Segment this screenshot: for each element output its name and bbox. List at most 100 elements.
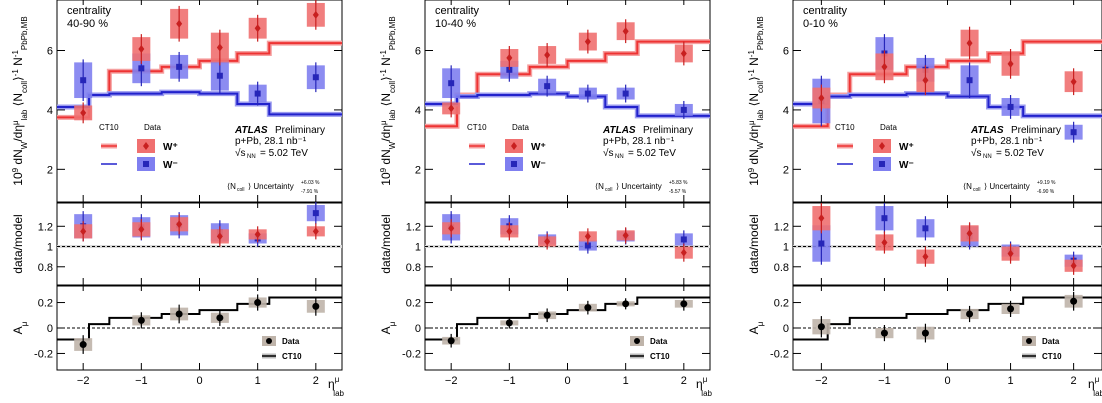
y-axis-label-main-part: dN [11,149,25,168]
y-axis-label-main-part: dN [747,149,761,168]
ratio-ytick-label: 0.8 [774,262,789,274]
ratio-wminus-point [818,240,825,247]
xtick-label: −2 [445,375,458,387]
ratio-wplus-point [881,238,888,247]
y-axis-label-main-part: N [747,57,761,69]
main-ytick-label: 6 [783,46,789,58]
legend-data-wplus-marker [879,142,885,150]
uncert-down: -7.91 % [301,189,319,195]
ratio-wplus-point [922,252,929,261]
asym-point [254,299,262,307]
asym-ytick-label: 0.2 [406,298,421,310]
asym-legend-ct10: CT10 [650,352,670,361]
ratio-ytick-label: 1.2 [774,221,789,233]
x-axis-label-main: η [328,377,335,391]
energy-label: = 5.02 TeV [260,148,308,159]
x-axis-label-sub: lab [701,389,712,398]
y-axis-label-main-part: μ [747,120,756,125]
asym-point [1070,297,1078,305]
wminus-point [584,90,591,97]
asym-point [817,323,825,331]
lumi-label: p+Pb, 28.1 nb⁻¹ [971,136,1043,147]
y-axis-label-main-part: lab [756,109,765,120]
y-axis-label-main-part: 10 [747,172,761,186]
y-axis-label-main-part: 9 [379,167,388,172]
y-axis-label-main-part: PbPb,MB [388,16,397,50]
wplus-point [680,49,687,58]
ratio-wplus-point [584,232,591,241]
frame-main [792,0,1102,203]
energy-sqrt: √s [603,147,614,159]
main-ytick-label: 6 [415,46,421,58]
y-axis-label-main-part: ⟨N [747,93,761,110]
asym-point [622,300,630,308]
uncert-ncoll: ⟨N [963,182,972,191]
xtick-label: −1 [878,375,891,387]
y-axis-label-asym-sub: μ [756,321,765,326]
ratio-wplus-point [544,237,551,246]
y-axis-label-main-part: 10 [11,172,25,186]
legend-ct10-header: CT10 [467,123,487,132]
ratio-wplus-point [312,227,319,236]
frame-main [424,0,711,203]
uncert-up: +6.03 % [301,180,320,186]
ratio-wplus-point [680,248,687,257]
ratio-wplus-point [1070,261,1077,270]
ratio-ytick-label: 1 [47,242,53,254]
asym-legend-data-marker [1026,338,1032,344]
legend-data-wminus-marker [143,161,149,167]
y-axis-label-main-part: μ [11,120,20,125]
wplus-point [922,76,929,85]
main-ytick-label: 4 [783,105,789,117]
x-axis-label-sub: lab [1093,389,1102,398]
y-axis-label-main-part: -1 [747,69,756,77]
asym-point [880,329,888,337]
ratio-ytick-label: 1 [783,242,789,254]
y-axis-label-main-part: coll [20,81,29,93]
legend-data-wminus-marker [879,161,885,167]
y-axis-label-main-part: lab [388,109,397,120]
asym-ytick-label: 0 [415,323,421,335]
legend-wminus-label: W⁻ [531,160,546,171]
wplus-point [818,94,825,103]
x-axis-label: ημ lab [328,375,345,398]
asym-point [584,304,592,312]
y-axis-label-main-part: μ [379,120,388,125]
asym-point [312,302,320,310]
wminus-point [680,106,687,113]
wminus-point [254,90,261,97]
y-axis-label-main-part: ⟩ [11,76,25,81]
wplus-point [966,39,973,48]
y-axis-label-asym-sub: μ [388,321,397,326]
y-axis-label-main-part: /dη [11,125,25,142]
ct10-wminus-line [793,92,1102,117]
y-axis-label-main-part: dN [379,149,393,168]
asym-legend-data-marker [634,338,640,344]
wplus-point [176,19,183,28]
xtick-label: −2 [77,375,90,387]
wminus-point [544,83,551,90]
frame-ratio [56,202,343,286]
y-axis-label-asym-main: A [379,326,393,334]
ratio-wminus-point [680,236,687,243]
ratio-wplus-point [176,220,183,229]
legend-data-wminus-marker [511,161,517,167]
y-axis-label-main-part: PbPb,MB [20,16,29,50]
ratio-wplus-point [622,231,629,240]
atlas-label: ATLAS [602,125,636,136]
legend-data-header: Data [512,123,529,132]
preliminary-label: Preliminary [1011,125,1061,136]
xtick-label: 0 [564,375,570,387]
xtick-label: 1 [1007,375,1013,387]
ratio-ytick-label: 1 [415,242,421,254]
uncert-label: ⟩ Uncertainty [248,182,294,191]
ct10-wplus-line [57,42,342,119]
asym-point [543,311,551,319]
frame-ratio [792,202,1102,286]
ratio-wplus-point [506,227,513,236]
preliminary-label: Preliminary [275,125,325,136]
asym-legend-data: Data [282,337,300,346]
ratio-wminus-point [881,215,888,222]
wplus-point [254,24,261,33]
wplus-point [622,27,629,36]
